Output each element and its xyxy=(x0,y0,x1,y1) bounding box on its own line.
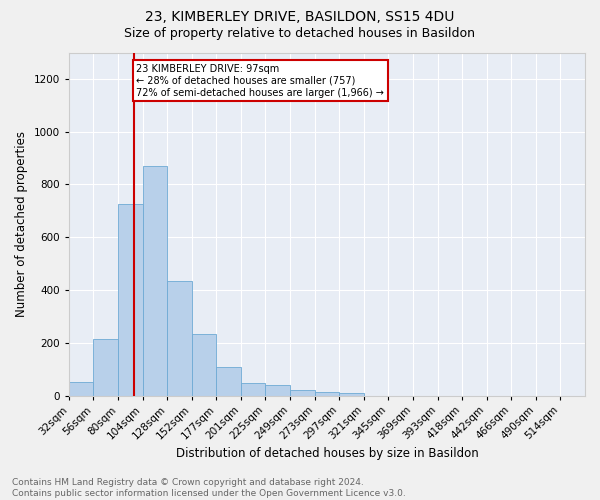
Bar xyxy=(290,390,314,396)
X-axis label: Distribution of detached houses by size in Basildon: Distribution of detached houses by size … xyxy=(176,447,478,460)
Text: 23 KIMBERLEY DRIVE: 97sqm
← 28% of detached houses are smaller (757)
72% of semi: 23 KIMBERLEY DRIVE: 97sqm ← 28% of detac… xyxy=(136,64,385,98)
Text: Size of property relative to detached houses in Basildon: Size of property relative to detached ho… xyxy=(125,28,476,40)
Bar xyxy=(314,392,339,396)
Text: 23, KIMBERLEY DRIVE, BASILDON, SS15 4DU: 23, KIMBERLEY DRIVE, BASILDON, SS15 4DU xyxy=(145,10,455,24)
Bar xyxy=(94,339,118,396)
Bar xyxy=(241,383,265,396)
Y-axis label: Number of detached properties: Number of detached properties xyxy=(15,131,28,317)
Bar xyxy=(69,382,94,396)
Bar xyxy=(167,281,192,396)
Bar xyxy=(217,368,241,396)
Bar xyxy=(143,166,167,396)
Bar xyxy=(192,334,217,396)
Bar xyxy=(265,385,290,396)
Bar xyxy=(339,393,364,396)
Text: Contains HM Land Registry data © Crown copyright and database right 2024.
Contai: Contains HM Land Registry data © Crown c… xyxy=(12,478,406,498)
Bar xyxy=(118,204,143,396)
